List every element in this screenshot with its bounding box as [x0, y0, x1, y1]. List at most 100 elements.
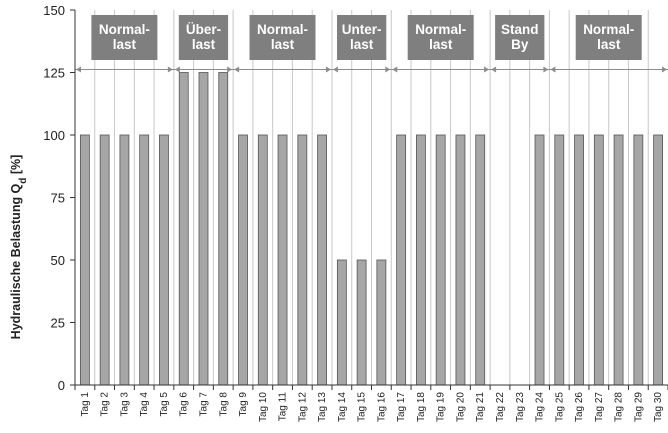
bar-tag-9 [238, 134, 248, 386]
x-tick-label: Tag 15 [357, 392, 368, 422]
y-tick-label: 150 [43, 3, 65, 18]
x-tick-label: Tag 7 [199, 392, 210, 417]
phase-label: Stand [501, 22, 539, 37]
phase-label: Normal- [257, 22, 308, 37]
bar-tag-18 [416, 134, 426, 386]
phase-label: last [350, 37, 374, 52]
bar-tag-20 [455, 134, 466, 386]
phase-box [337, 15, 387, 60]
phase-arrowhead [174, 66, 180, 73]
bar-tag-27 [593, 134, 604, 386]
bar-tag-4 [139, 134, 150, 386]
x-tick-label: Tag 30 [653, 392, 664, 422]
phase-label: By [511, 37, 529, 52]
x-tick-label: Tag 26 [574, 392, 585, 422]
bar-tag-17 [396, 134, 407, 386]
y-tick-label: 100 [43, 128, 65, 143]
phase-label: Normal- [99, 22, 150, 37]
y-tick-label: 0 [58, 378, 65, 393]
phase-arrowhead [484, 66, 490, 73]
x-tick-label: Tag 14 [337, 392, 348, 422]
x-tick-label: Tag 9 [238, 392, 249, 417]
phase-label: last [113, 37, 137, 52]
x-tick-label: Tag 12 [297, 392, 308, 422]
bar-tag-21 [475, 134, 486, 386]
x-tick-label: Tag 13 [317, 392, 328, 422]
phase-box [249, 15, 316, 60]
y-tick-label: 75 [51, 191, 65, 206]
x-tick-label: Tag 23 [515, 392, 526, 422]
bar-tag-25 [554, 134, 565, 386]
phase-box [407, 15, 474, 60]
phase-box [495, 15, 545, 60]
x-tick-label: Tag 28 [614, 392, 625, 422]
bar-tag-2 [99, 134, 110, 386]
x-tick-label: Tag 3 [119, 392, 130, 417]
phase-arrowhead [385, 66, 391, 73]
x-tick-label: Tag 1 [80, 392, 91, 417]
axes: 0 25 50 75 100 125 150 Tag 1 Tag 2 Tag 3 Tag 4 Tag … [43, 3, 668, 422]
bar-tag-19 [435, 134, 446, 386]
bar-tag-8 [218, 72, 229, 386]
x-tick-label: Tag 6 [179, 392, 190, 417]
phase-annotations: Normal-lastÜber-lastNormal-lastUnter-las… [75, 15, 668, 73]
phase-label: Normal- [583, 22, 634, 37]
x-tick-label: Tag 16 [376, 392, 387, 422]
phase-box [178, 15, 229, 60]
bar-tag-3 [119, 134, 130, 386]
x-tick-label: Tag 27 [594, 392, 605, 422]
bar-tag-24 [534, 134, 545, 386]
bar-tag-10 [257, 134, 268, 386]
y-tick-label: 125 [43, 66, 65, 81]
bar-tag-26 [574, 134, 584, 386]
phase-arrowhead [227, 66, 233, 73]
phase-arrowhead [76, 66, 81, 73]
phase-arrowhead [332, 66, 338, 73]
phase-label: Unter- [342, 22, 382, 37]
bar-tag-7 [198, 72, 209, 386]
bar-tag-1 [79, 134, 90, 386]
phase-arrowhead [543, 66, 549, 73]
bar-tag-15 [356, 259, 367, 386]
x-tick-label: Tag 10 [258, 392, 269, 422]
y-tick-label: 50 [51, 253, 65, 268]
phase-arrowhead [491, 66, 497, 73]
x-tick-label: Tag 19 [436, 392, 447, 422]
phase-arrowhead [550, 66, 556, 73]
x-tick-label: Tag 25 [554, 392, 565, 422]
x-tick-label: Tag 20 [455, 392, 466, 422]
bar-tag-29 [633, 134, 644, 386]
bar-tag-30 [653, 134, 664, 386]
x-tick-label: Tag 4 [139, 392, 150, 417]
bar-tag-6 [178, 72, 189, 386]
bar-tag-5 [159, 134, 169, 386]
phase-arrowhead [392, 66, 398, 73]
y-tick-label: 25 [51, 316, 65, 331]
bar-tag-28 [613, 134, 624, 386]
y-axis-label: Hydraulische Belastung Qd [%] [9, 155, 29, 340]
x-tick-label: Tag 18 [416, 392, 427, 422]
bar-tag-13 [317, 134, 327, 386]
x-tick-label: Tag 21 [475, 392, 486, 422]
phase-label: last [429, 37, 453, 52]
x-tick-label: Tag 17 [396, 392, 407, 422]
x-tick-label: Tag 11 [278, 392, 289, 422]
x-tick-label: Tag 2 [100, 392, 111, 417]
phase-box [575, 15, 642, 60]
phase-arrowhead [325, 66, 331, 73]
phase-label: Normal- [415, 22, 466, 37]
bar-tag-12 [297, 134, 308, 386]
phase-label: last [192, 37, 216, 52]
x-tick-label: Tag 8 [218, 392, 229, 417]
phase-label: Über- [186, 22, 221, 37]
bar-tag-16 [376, 259, 387, 386]
grid-lines [94, 10, 649, 385]
phase-box [91, 15, 158, 60]
phase-label: last [597, 37, 621, 52]
phase-arrowhead [167, 66, 173, 73]
phase-label: last [271, 37, 295, 52]
x-tick-label: Tag 5 [159, 392, 170, 417]
bars [79, 72, 664, 386]
x-tick-label: Tag 29 [633, 392, 644, 422]
